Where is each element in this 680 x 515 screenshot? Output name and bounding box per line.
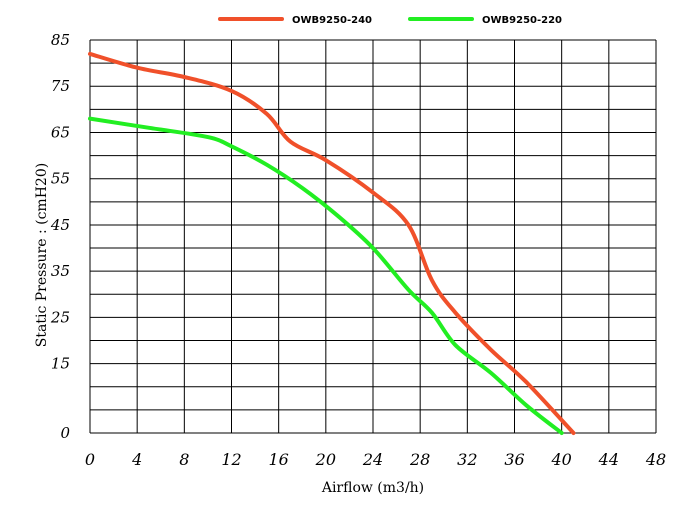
- y-axis-label: Static Pressure : (cmH20): [34, 163, 50, 347]
- y-tick-label: 75: [51, 77, 70, 95]
- legend-label-0: OWB9250-240: [292, 15, 372, 26]
- x-tick-label: 12: [221, 450, 241, 469]
- legend: OWB9250-240 OWB9250-220: [218, 15, 562, 26]
- series-line-1: [88, 116, 564, 435]
- x-axis-ticks: 0 4 8 12 16 20 24 28 32 36 40 44 48: [85, 450, 666, 469]
- x-tick-label: 24: [362, 450, 383, 469]
- x-tick-label: 16: [268, 450, 288, 469]
- x-tick-label: 48: [645, 450, 666, 469]
- y-tick-label: 45: [50, 216, 70, 234]
- x-tick-label: 32: [457, 450, 477, 469]
- x-tick-label: 20: [315, 450, 336, 469]
- y-tick-label: 65: [51, 123, 70, 141]
- x-axis-label: Airflow (m3/h): [321, 480, 424, 496]
- x-tick-label: 28: [409, 450, 430, 469]
- grid: [89, 39, 657, 434]
- x-tick-label: 8: [179, 450, 189, 469]
- series-line-0: [88, 51, 576, 435]
- x-tick-label: 0: [85, 450, 95, 469]
- y-tick-label: 15: [51, 355, 70, 373]
- x-tick-label: 40: [550, 450, 571, 469]
- x-tick-label: 4: [131, 450, 142, 469]
- y-tick-label: 85: [51, 31, 70, 49]
- legend-label-1: OWB9250-220: [482, 15, 562, 26]
- x-tick-label: 44: [598, 450, 619, 469]
- y-tick-label: 0: [60, 424, 70, 442]
- series-lines: [88, 51, 576, 435]
- x-tick-label: 36: [504, 450, 524, 469]
- y-tick-label: 25: [50, 308, 70, 326]
- y-tick-label: 35: [51, 262, 70, 280]
- y-axis-ticks: 85 75 65 55 45 35 25 15 0: [50, 31, 71, 442]
- y-tick-label: 55: [51, 170, 70, 188]
